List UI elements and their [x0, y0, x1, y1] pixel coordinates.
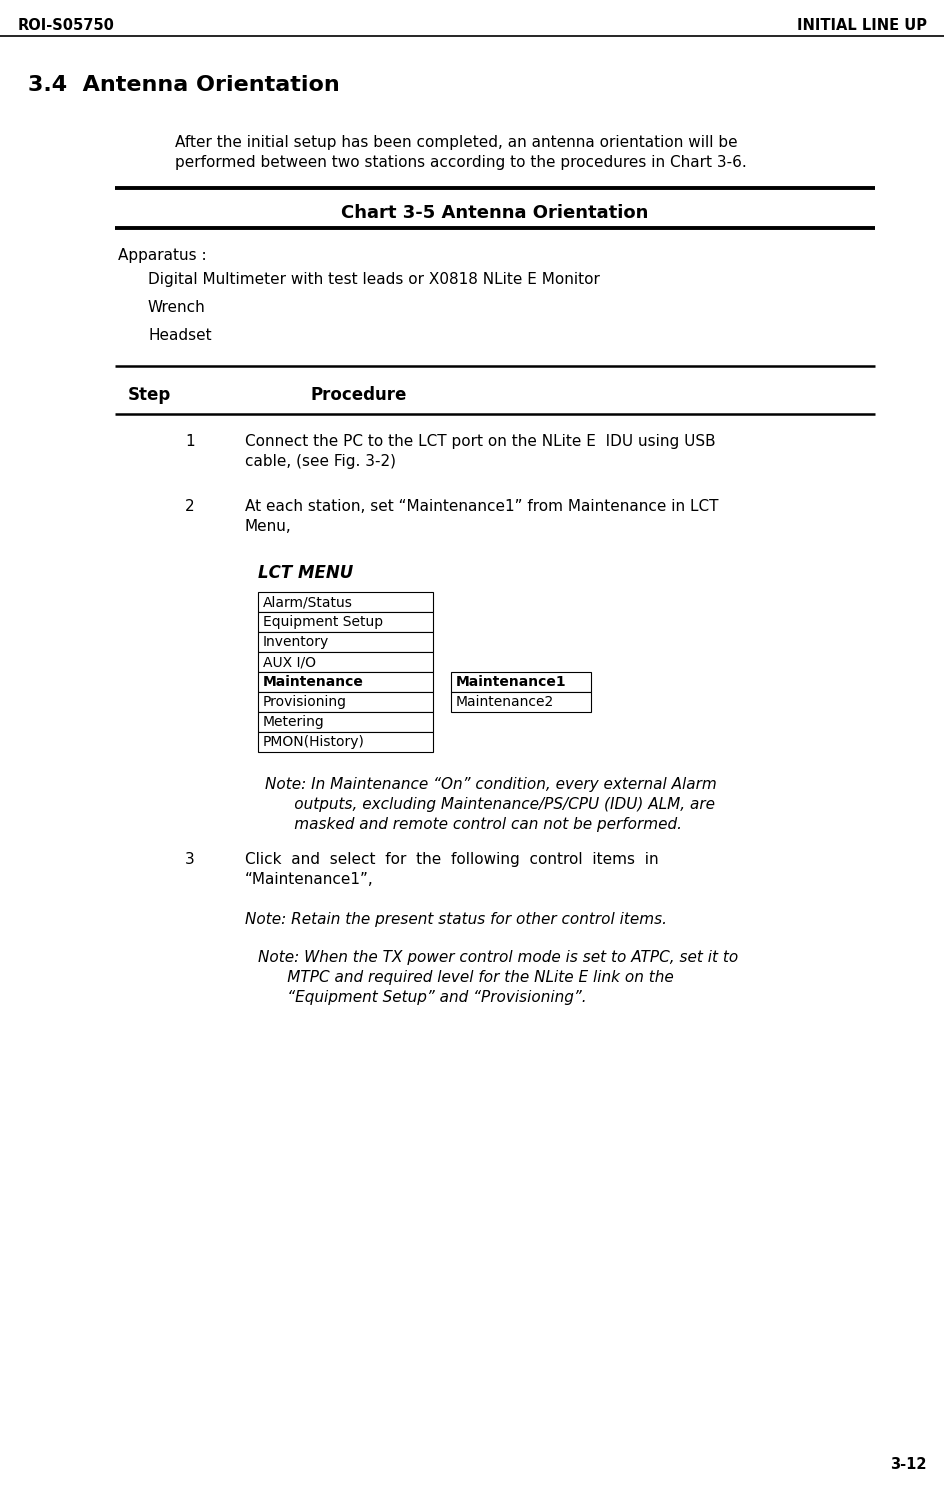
Text: Note: Retain the present status for other control items.: Note: Retain the present status for othe…	[244, 912, 666, 927]
Text: masked and remote control can not be performed.: masked and remote control can not be per…	[264, 818, 682, 833]
Text: Wrench: Wrench	[148, 300, 206, 315]
Bar	[258, 633, 432, 652]
Text: 1: 1	[185, 434, 194, 449]
Bar	[450, 671, 590, 692]
Text: 3-12: 3-12	[889, 1458, 926, 1473]
Text: 3.4  Antenna Orientation: 3.4 Antenna Orientation	[28, 75, 340, 95]
Text: At each station, set “Maintenance1” from Maintenance in LCT: At each station, set “Maintenance1” from…	[244, 498, 717, 515]
Text: 3: 3	[185, 852, 194, 867]
Text: Step: Step	[127, 386, 171, 404]
Text: Digital Multimeter with test leads or X0818 NLite E Monitor: Digital Multimeter with test leads or X0…	[148, 272, 599, 286]
Text: Inventory: Inventory	[262, 636, 329, 649]
Text: Apparatus :: Apparatus :	[118, 248, 207, 263]
Text: Note: In Maintenance “On” condition, every external Alarm: Note: In Maintenance “On” condition, eve…	[264, 777, 716, 792]
Text: Equipment Setup: Equipment Setup	[262, 615, 382, 630]
Text: “Equipment Setup” and “Provisioning”.: “Equipment Setup” and “Provisioning”.	[258, 991, 586, 1006]
Text: PMON(History): PMON(History)	[262, 736, 364, 749]
Text: Metering: Metering	[262, 715, 325, 730]
Bar	[258, 712, 432, 733]
Text: ROI-S05750: ROI-S05750	[18, 18, 115, 33]
Bar	[450, 692, 590, 712]
Text: INITIAL LINE UP: INITIAL LINE UP	[796, 18, 926, 33]
Text: outputs, excluding Maintenance/PS/CPU (IDU) ALM, are: outputs, excluding Maintenance/PS/CPU (I…	[264, 797, 715, 812]
Text: performed between two stations according to the procedures in Chart 3-6.: performed between two stations according…	[175, 155, 746, 170]
Text: Menu,: Menu,	[244, 519, 292, 534]
Text: Maintenance2: Maintenance2	[456, 695, 554, 709]
Text: Click  and  select  for  the  following  control  items  in: Click and select for the following contr…	[244, 852, 658, 867]
Text: “Maintenance1”,: “Maintenance1”,	[244, 871, 374, 888]
Text: MTPC and required level for the NLite E link on the: MTPC and required level for the NLite E …	[258, 970, 673, 985]
Text: After the initial setup has been completed, an antenna orientation will be: After the initial setup has been complet…	[175, 134, 737, 151]
Text: Note: When the TX power control mode is set to ATPC, set it to: Note: When the TX power control mode is …	[258, 950, 737, 965]
Bar	[258, 652, 432, 671]
Text: Chart 3-5 Antenna Orientation: Chart 3-5 Antenna Orientation	[341, 204, 648, 222]
Text: cable, (see Fig. 3-2): cable, (see Fig. 3-2)	[244, 454, 396, 468]
Text: Maintenance1: Maintenance1	[456, 674, 566, 689]
Bar	[258, 592, 432, 612]
Text: AUX I/O: AUX I/O	[262, 655, 315, 668]
Text: Provisioning: Provisioning	[262, 695, 346, 709]
Text: Maintenance: Maintenance	[262, 674, 363, 689]
Text: Procedure: Procedure	[310, 386, 406, 404]
Text: 2: 2	[185, 498, 194, 515]
Text: Headset: Headset	[148, 328, 211, 343]
Text: LCT MENU: LCT MENU	[258, 564, 353, 582]
Bar	[258, 671, 432, 692]
Text: Alarm/Status: Alarm/Status	[262, 595, 352, 609]
Bar	[258, 692, 432, 712]
Bar	[258, 612, 432, 633]
Bar	[258, 733, 432, 752]
Text: Connect the PC to the LCT port on the NLite E  IDU using USB: Connect the PC to the LCT port on the NL…	[244, 434, 715, 449]
